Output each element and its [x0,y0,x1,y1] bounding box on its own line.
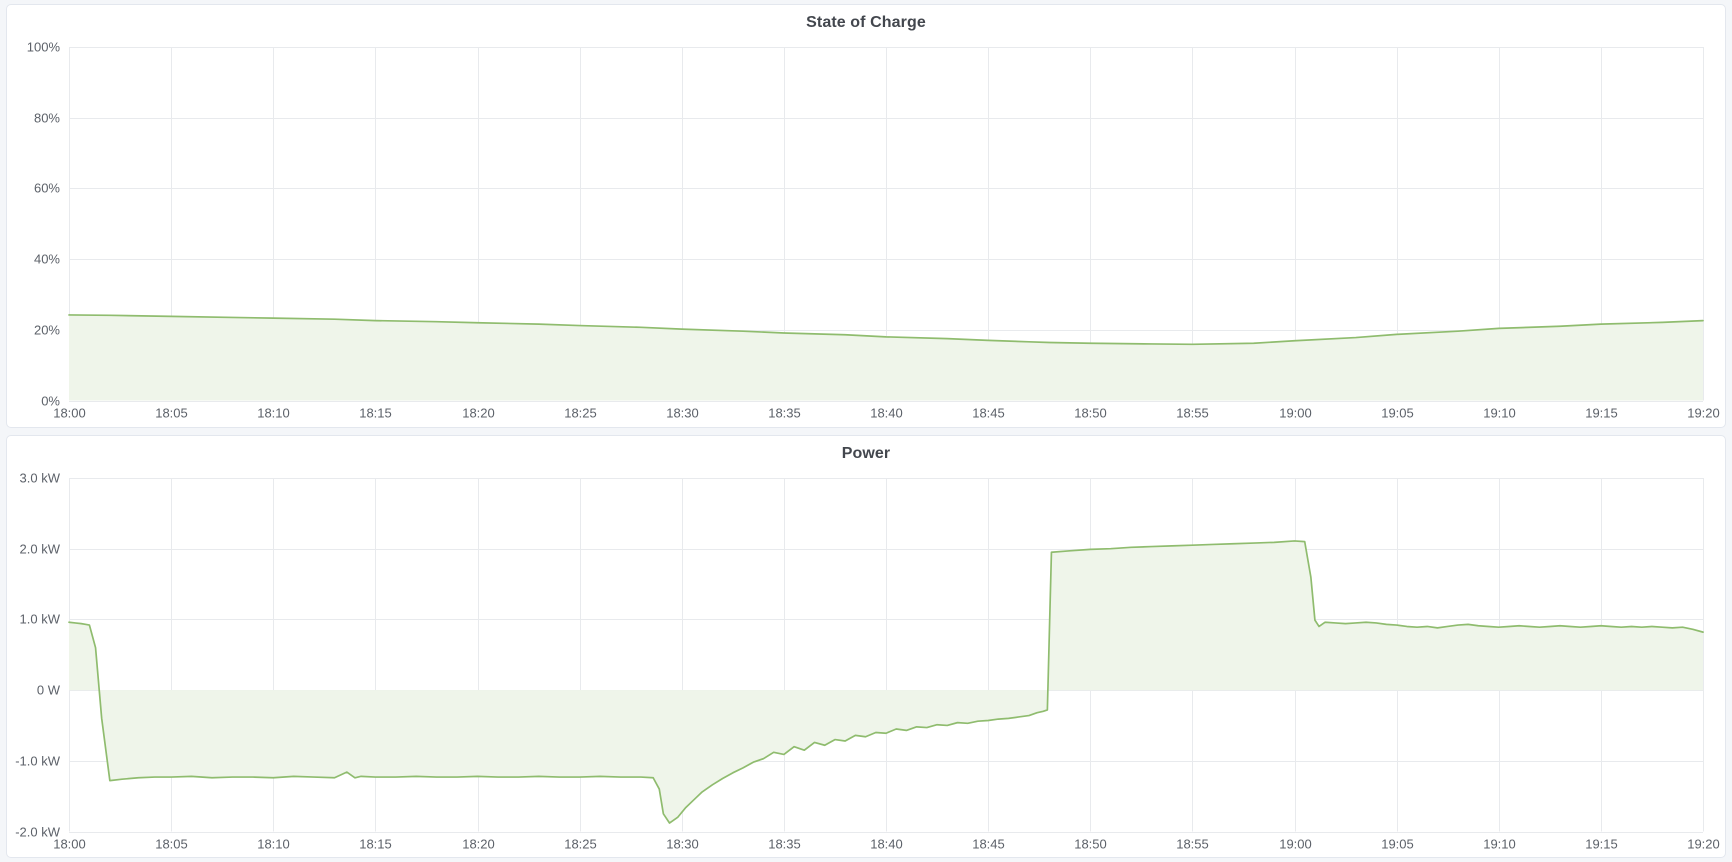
y-tick-label: 3.0 kW [20,470,61,485]
panel-state-of-charge[interactable]: State of Charge 0% 20% 40% 60% 80% 100% 18:00 1… [6,4,1726,428]
y-tick-label: 0 W [37,682,61,697]
x-tick-label: 18:10 [257,406,290,421]
x-tick-label: 19:00 [1279,406,1312,421]
y-tick-label: 1.0 kW [20,611,61,626]
panel-power[interactable]: Power -2.0 kW -1.0 kW 0 W 1.0 kW 2.0 kW 3.0 k… [6,434,1726,858]
x-tick-label: 18:45 [972,836,1005,851]
series-line [68,539,1704,824]
series-line [68,314,1704,346]
x-tick-label: 18:40 [870,406,903,421]
x-tick-label: 19:05 [1381,836,1414,851]
x-tick-label: 18:20 [462,836,495,851]
x-tick-label: 19:05 [1381,406,1414,421]
x-tick-label: 18:05 [155,836,188,851]
x-tick-label: 18:50 [1074,836,1107,851]
x-tick-label: 18:05 [155,406,188,421]
x-tick-label: 18:35 [768,836,801,851]
y-tick-label: 2.0 kW [20,541,61,556]
x-tick-label: 19:15 [1585,836,1618,851]
x-tick-label: 18:10 [257,836,290,851]
x-tick-label: 18:15 [359,406,392,421]
chart-container-power[interactable]: -2.0 kW -1.0 kW 0 W 1.0 kW 2.0 kW 3.0 kW 18:00… [7,466,1725,858]
x-tick-label: 18:25 [564,836,597,851]
x-tick-label: 18:20 [462,406,495,421]
y-tick-label: 0% [41,394,60,409]
x-tick-label: 18:30 [666,836,699,851]
x-tick-label: 18:35 [768,406,801,421]
chart-container-state-of-charge[interactable]: 0% 20% 40% 60% 80% 100% 18:00 18:05 18:10 18:15 18… [7,35,1725,427]
series-area-fill [69,540,1703,823]
x-tick-label: 18:00 [53,836,86,851]
x-tick-label: 19:15 [1585,406,1618,421]
y-tick-label: 40% [34,252,60,267]
panel-title-state-of-charge: State of Charge [806,14,926,31]
x-tick-label: 18:55 [1176,406,1209,421]
panel-title-power: Power [841,444,891,462]
y-tick-label: 20% [34,323,60,338]
x-tick-label: 18:15 [359,836,392,851]
x-tick-label: 18:30 [666,406,699,421]
y-tick-label: 60% [34,181,60,196]
series-area-fill [69,314,1703,401]
x-tick-label: 19:20 [1687,836,1720,851]
x-tick-label: 19:10 [1483,406,1516,421]
x-tick-label: 19:00 [1279,836,1312,851]
x-tick-label: 19:10 [1483,836,1516,851]
y-tick-label: -1.0 kW [15,753,61,768]
chart-state-of-charge[interactable]: 0% 20% 40% 60% 80% 100% 18:00 18:05 18:10 18:15 18… [7,35,1725,427]
x-tick-label: 18:25 [564,406,597,421]
y-tick-label: 100% [27,40,61,55]
x-tick-label: 18:55 [1176,836,1209,851]
y-tick-label: 80% [34,111,60,126]
x-tick-label: 18:00 [53,406,86,421]
x-tick-label: 18:45 [972,406,1005,421]
x-tick-label: 18:40 [870,836,903,851]
chart-power[interactable]: -2.0 kW -1.0 kW 0 W 1.0 kW 2.0 kW 3.0 kW 18:00… [7,466,1725,858]
y-tick-label: -2.0 kW [15,824,61,839]
x-tick-label: 19:20 [1687,406,1720,421]
x-tick-label: 18:50 [1074,406,1107,421]
